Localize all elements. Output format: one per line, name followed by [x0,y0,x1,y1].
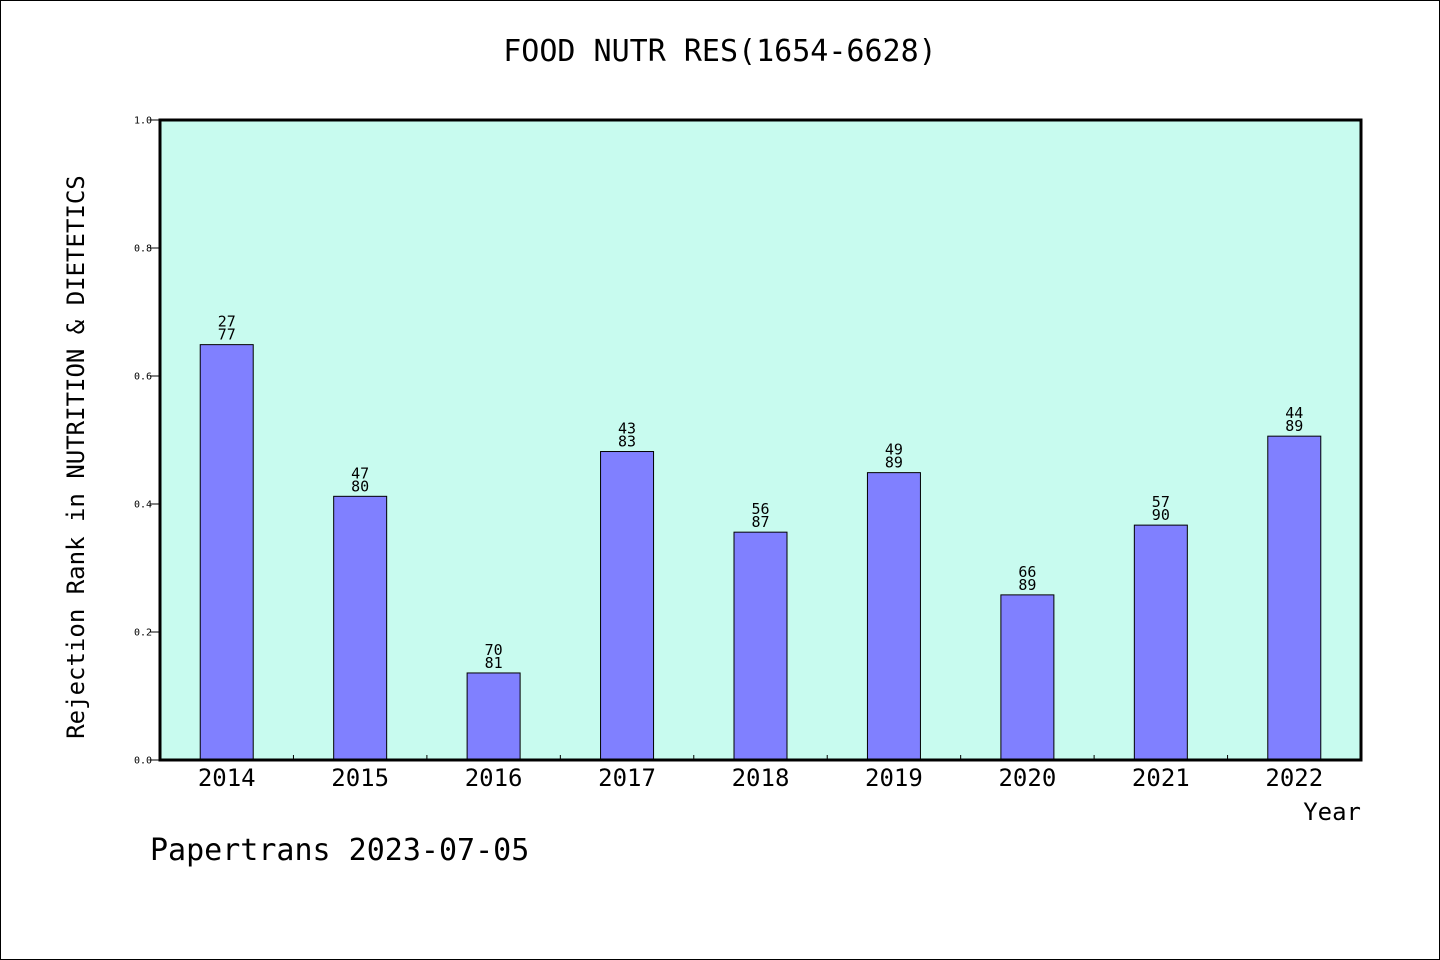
bar-label-bottom: 89 [1018,576,1036,594]
x-axis-title: Year [1303,798,1361,826]
x-tick-label: 2020 [998,764,1056,792]
bar-label-top: 66 [1018,563,1036,581]
bar-label-top: 27 [218,313,236,331]
bar-2019 [866,472,921,761]
x-tick-label: 2017 [598,764,656,792]
x-tick-label: 2021 [1132,764,1190,792]
bar-label-top: 70 [485,641,503,659]
bar-2017 [600,451,655,761]
bar-2018 [733,531,788,761]
y-tick-label: 0.0 [134,756,152,767]
bar-label-bottom: 89 [885,454,903,472]
x-tick-label: 2022 [1265,764,1323,792]
x-tick-label: 2018 [732,764,790,792]
footer-text: Papertrans 2023-07-05 [150,833,530,868]
y-axis-ticks: 0.0 0.2 0.4 0.6 0.8 1.0 [134,116,160,767]
bar-label-bottom: 81 [485,654,503,672]
chart-title: FOOD NUTR RES(1654-6628) [503,34,937,69]
x-tick-label: 2014 [198,764,256,792]
bars [199,344,1322,761]
x-tick-label: 2015 [331,764,389,792]
bar-2022 [1267,435,1322,761]
y-tick-label: 0.6 [134,372,152,383]
x-tick-label: 2019 [865,764,923,792]
x-tick-label: 2016 [465,764,523,792]
y-axis-title: Rejection Rank in NUTRITION & DIETETICS [62,175,90,739]
x-axis-ticks: 2014 2015 2016 2017 2018 2019 2020 2021 2022 [198,755,1323,792]
y-tick-label: 0.4 [134,500,152,511]
bar-label-top: 43 [618,420,636,438]
bar-2021 [1133,524,1188,761]
bar-label-bottom: 80 [351,477,369,495]
bar-label-top: 57 [1152,493,1170,511]
bar-label-bottom: 83 [618,433,636,451]
bar-label-top: 44 [1285,404,1303,422]
bar-label-bottom: 89 [1285,417,1303,435]
plot-border [158,118,1363,762]
y-tick-label: 0.2 [134,628,152,639]
bar-2015 [333,495,388,761]
bar-2014 [199,344,254,761]
bar-label-top: 56 [751,500,769,518]
y-tick-label: 1.0 [134,116,152,127]
bar-2016 [466,672,521,761]
bar-label-bottom: 90 [1152,506,1170,524]
bar-label-bottom: 87 [751,513,769,531]
bar-label-top: 47 [351,464,369,482]
bar-label-bottom: 77 [218,326,236,344]
bar-label-top: 49 [885,441,903,459]
bar-2020 [1000,594,1055,761]
y-tick-label: 0.8 [134,244,152,255]
